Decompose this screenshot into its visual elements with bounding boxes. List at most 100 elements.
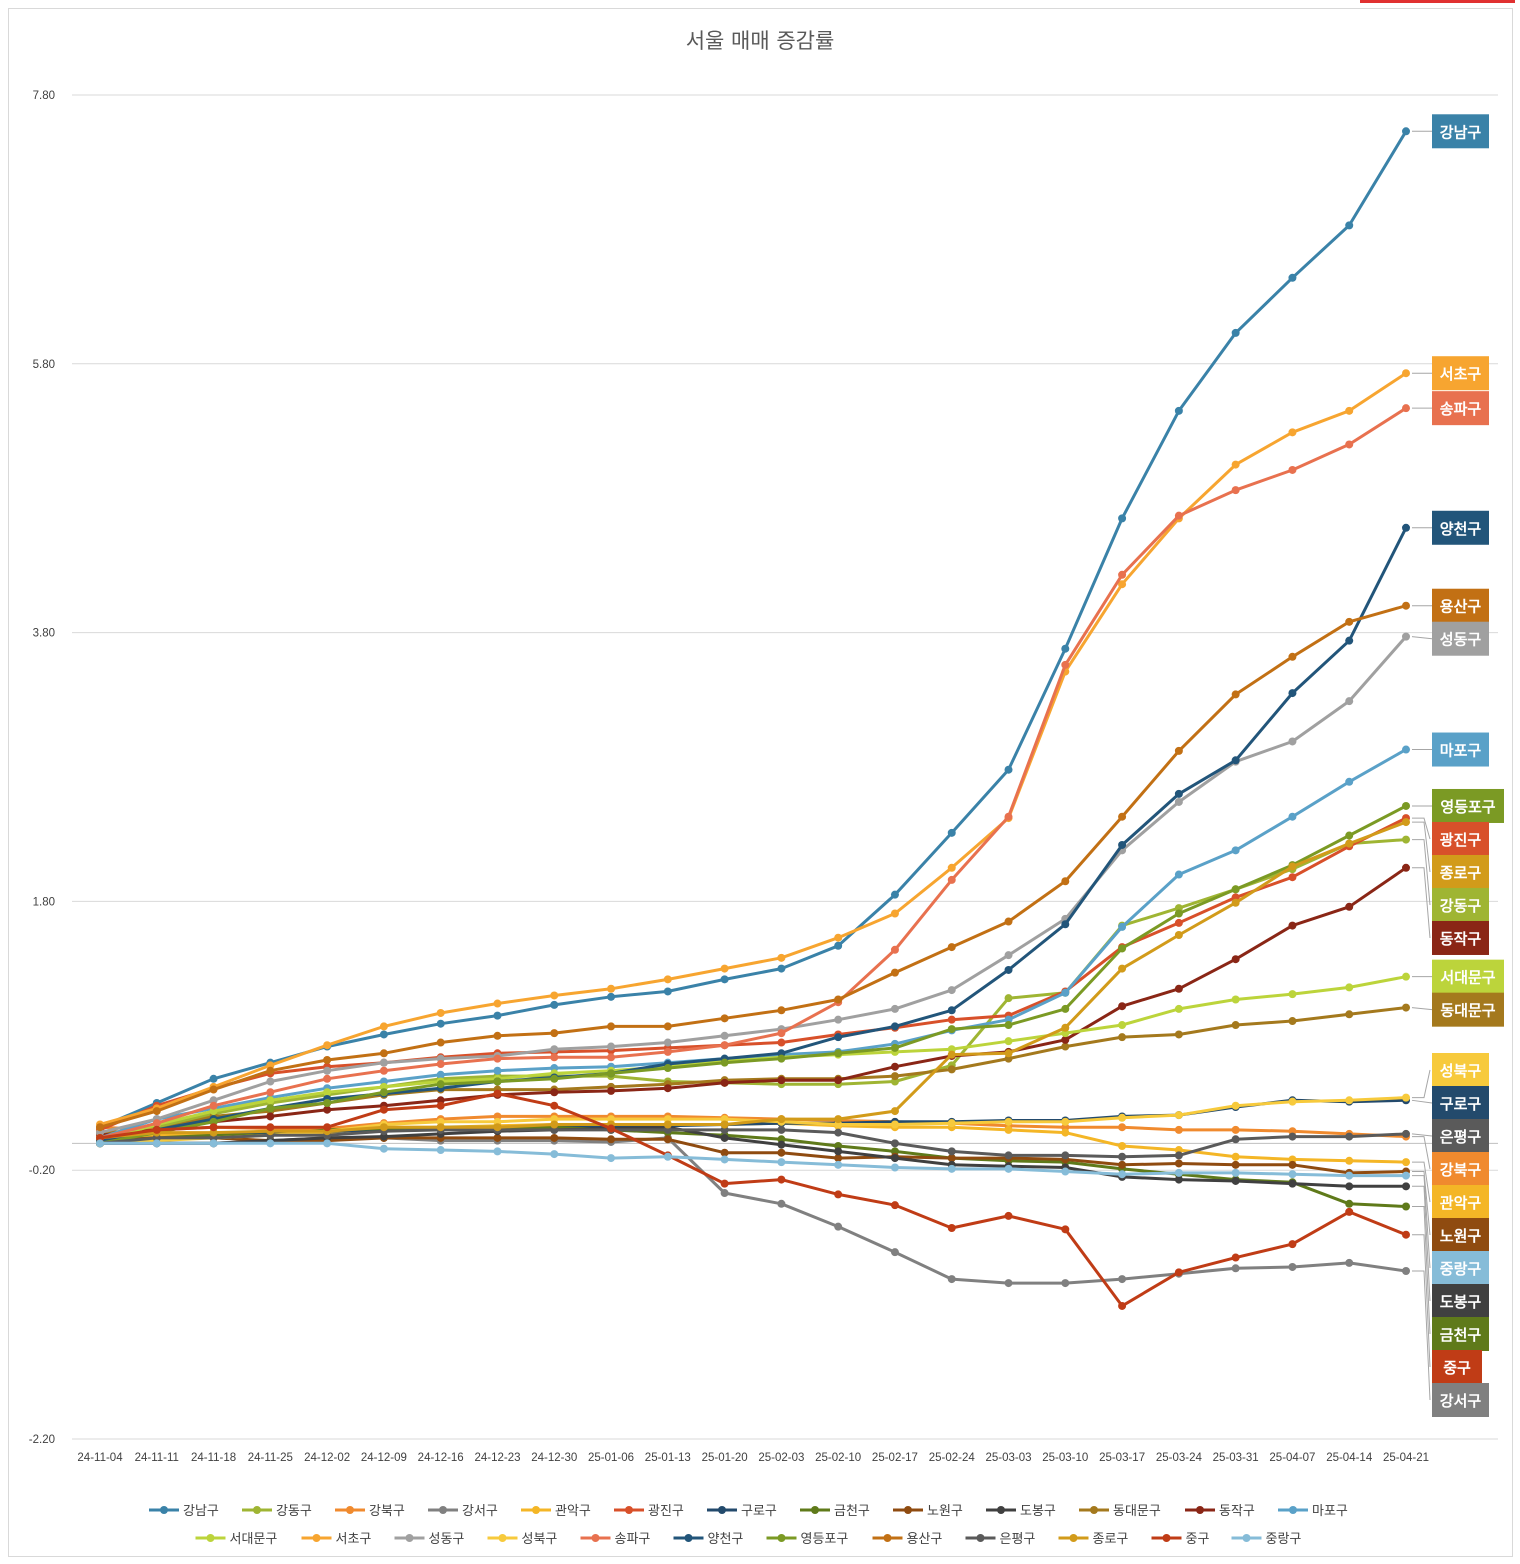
- data-point: [1004, 765, 1013, 774]
- data-point: [1174, 931, 1183, 939]
- end-label-box: [1432, 1383, 1489, 1417]
- data-point: [1061, 877, 1070, 886]
- x-tick-label: 24-12-30: [531, 1452, 577, 1464]
- data-point: [607, 1086, 616, 1095]
- data-point: [1004, 965, 1013, 974]
- legend-marker: [777, 1534, 786, 1542]
- legend-label: 종로구: [1093, 1532, 1129, 1547]
- data-point: [1345, 1132, 1354, 1141]
- legend-label: 중구: [1186, 1532, 1210, 1547]
- legend-label: 강동구: [276, 1504, 312, 1519]
- data-point: [323, 1066, 332, 1075]
- legend-marker: [997, 1506, 1005, 1514]
- data-point: [1061, 1225, 1070, 1234]
- data-point: [209, 1074, 218, 1083]
- legend-marker: [591, 1534, 600, 1542]
- data-point: [1402, 745, 1410, 754]
- data-point: [550, 1088, 559, 1097]
- series-양천구: [96, 523, 1410, 1145]
- data-point: [1288, 1240, 1297, 1249]
- data-point: [777, 1054, 786, 1063]
- legend-item-양천구: 양천구: [673, 1532, 743, 1547]
- legend-marker: [718, 1506, 726, 1514]
- y-tick-label: -0.20: [29, 1165, 55, 1177]
- end-label-동대문구: 동대문구: [1432, 992, 1504, 1027]
- legend-marker: [346, 1506, 354, 1514]
- data-point: [1402, 632, 1410, 641]
- x-tick-label: 25-02-10: [815, 1452, 861, 1464]
- legend-item-중랑구: 중랑구: [1231, 1532, 1301, 1547]
- data-point: [1118, 1275, 1127, 1284]
- data-point: [1118, 922, 1127, 931]
- data-point: [1231, 1168, 1240, 1177]
- data-point: [1345, 831, 1354, 840]
- y-tick-label: 7.80: [33, 90, 55, 102]
- data-point: [890, 909, 899, 918]
- data-point: [720, 975, 729, 984]
- data-point: [209, 1101, 218, 1110]
- data-point: [436, 1123, 445, 1132]
- x-tick-label: 24-12-09: [361, 1452, 407, 1464]
- end-label-구로구: 구로구: [1432, 1086, 1489, 1120]
- data-point: [834, 1033, 843, 1042]
- data-point: [1345, 1096, 1354, 1105]
- data-point: [834, 1049, 843, 1058]
- end-label-box: [1432, 1284, 1489, 1318]
- data-point: [1288, 689, 1297, 698]
- data-point: [1174, 789, 1183, 798]
- data-point: [379, 1049, 388, 1058]
- data-point: [1061, 1279, 1070, 1288]
- data-point: [1118, 964, 1127, 973]
- data-point: [1345, 1199, 1354, 1208]
- data-point: [663, 1120, 672, 1129]
- data-point: [436, 1070, 445, 1079]
- end-label-성동구: 성동구: [1432, 621, 1489, 656]
- data-point: [379, 1030, 388, 1039]
- data-point: [890, 1154, 899, 1163]
- data-point: [323, 1074, 332, 1083]
- legend-label: 용산구: [907, 1532, 943, 1547]
- data-point: [777, 1125, 786, 1134]
- data-point: [1231, 846, 1240, 855]
- x-tick-label: 24-11-04: [77, 1452, 123, 1464]
- x-tick-label: 24-11-18: [191, 1452, 236, 1464]
- end-label-box: [1432, 1218, 1489, 1252]
- data-point: [1402, 835, 1410, 844]
- data-point: [1118, 570, 1127, 579]
- data-point: [947, 986, 956, 995]
- data-point: [947, 1050, 956, 1059]
- legend-item-영등포구: 영등포구: [766, 1532, 848, 1547]
- data-point: [209, 1085, 218, 1094]
- end-label-box: [1432, 992, 1504, 1027]
- data-point: [607, 992, 616, 1001]
- data-point: [379, 1123, 388, 1132]
- end-label-text: 관악구: [1440, 1194, 1482, 1212]
- end-label-box: [1432, 510, 1489, 545]
- data-point: [1118, 812, 1127, 821]
- top-accent-bar: [1360, 0, 1515, 3]
- data-point: [550, 1150, 559, 1159]
- legend-item-용산구: 용산구: [872, 1532, 943, 1547]
- end-label-text: 강남구: [1440, 123, 1482, 141]
- series-동작구: [96, 863, 1410, 1140]
- label-leader: [1412, 1185, 1431, 1302]
- end-label-box: [1432, 1185, 1489, 1219]
- data-point: [1004, 994, 1013, 1003]
- end-label-box: [1432, 920, 1489, 955]
- data-point: [1231, 1253, 1240, 1262]
- data-point: [834, 995, 843, 1004]
- legend-marker: [532, 1506, 540, 1514]
- series-line: [99, 406, 1407, 1140]
- end-label-text: 도봉구: [1440, 1293, 1482, 1311]
- data-point: [720, 1058, 729, 1067]
- x-tick-label: 25-02-03: [758, 1452, 804, 1464]
- label-leader: [1412, 1171, 1431, 1236]
- legend-label: 강북구: [369, 1504, 405, 1519]
- label-leader: [1411, 636, 1433, 640]
- end-label-box: [1432, 1086, 1489, 1120]
- data-point: [947, 1223, 956, 1232]
- x-tick-label: 25-03-24: [1156, 1452, 1203, 1464]
- legend-item-노원구: 노원구: [893, 1504, 963, 1519]
- data-point: [720, 1155, 729, 1164]
